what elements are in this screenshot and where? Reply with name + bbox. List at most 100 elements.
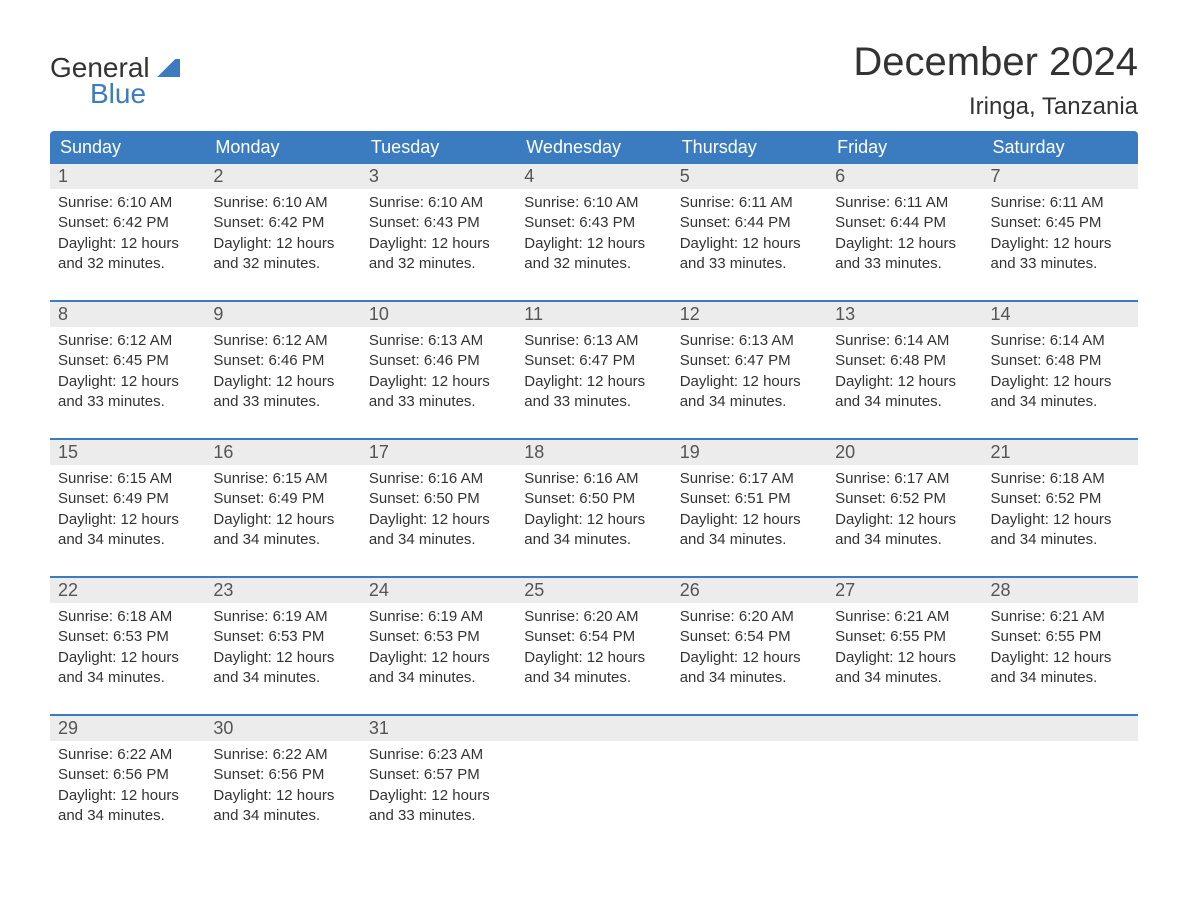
day-daylight2: and 34 minutes. xyxy=(369,530,508,550)
day-cell: 6Sunrise: 6:11 AMSunset: 6:44 PMDaylight… xyxy=(827,164,982,282)
week-row: 8Sunrise: 6:12 AMSunset: 6:45 PMDaylight… xyxy=(50,300,1138,420)
day-daylight1: Daylight: 12 hours xyxy=(991,372,1130,392)
day-daylight2: and 33 minutes. xyxy=(835,254,974,274)
day-daylight1: Daylight: 12 hours xyxy=(369,786,508,806)
day-cell: 24Sunrise: 6:19 AMSunset: 6:53 PMDayligh… xyxy=(361,578,516,696)
day-cell: 4Sunrise: 6:10 AMSunset: 6:43 PMDaylight… xyxy=(516,164,671,282)
day-daylight1: Daylight: 12 hours xyxy=(58,786,197,806)
empty-day-cell: ..... xyxy=(827,716,982,834)
day-sunrise: Sunrise: 6:17 AM xyxy=(835,469,974,489)
day-daylight1: Daylight: 12 hours xyxy=(58,648,197,668)
day-header-sunday: Sunday xyxy=(50,131,205,164)
day-header-friday: Friday xyxy=(827,131,982,164)
day-daylight2: and 34 minutes. xyxy=(58,530,197,550)
location-subtitle: Iringa, Tanzania xyxy=(853,93,1138,121)
day-daylight2: and 34 minutes. xyxy=(991,392,1130,412)
day-sunset: Sunset: 6:46 PM xyxy=(369,351,508,371)
day-detail: Sunrise: 6:18 AMSunset: 6:53 PMDaylight:… xyxy=(50,603,205,696)
day-sunrise: Sunrise: 6:11 AM xyxy=(991,193,1130,213)
day-number: 25 xyxy=(516,578,671,603)
day-detail: Sunrise: 6:16 AMSunset: 6:50 PMDaylight:… xyxy=(516,465,671,558)
day-cell: 2Sunrise: 6:10 AMSunset: 6:42 PMDaylight… xyxy=(205,164,360,282)
day-daylight2: and 34 minutes. xyxy=(213,806,352,826)
calendar: SundayMondayTuesdayWednesdayThursdayFrid… xyxy=(50,131,1138,834)
day-daylight2: and 33 minutes. xyxy=(991,254,1130,274)
day-sunrise: Sunrise: 6:20 AM xyxy=(680,607,819,627)
day-sunset: Sunset: 6:52 PM xyxy=(991,489,1130,509)
day-sunset: Sunset: 6:43 PM xyxy=(369,213,508,233)
day-daylight1: Daylight: 12 hours xyxy=(213,234,352,254)
day-number: 6 xyxy=(827,164,982,189)
day-detail: Sunrise: 6:11 AMSunset: 6:44 PMDaylight:… xyxy=(827,189,982,282)
day-daylight2: and 34 minutes. xyxy=(213,530,352,550)
day-daylight1: Daylight: 12 hours xyxy=(58,510,197,530)
day-cell: 1Sunrise: 6:10 AMSunset: 6:42 PMDaylight… xyxy=(50,164,205,282)
day-sunrise: Sunrise: 6:10 AM xyxy=(369,193,508,213)
week-row: 22Sunrise: 6:18 AMSunset: 6:53 PMDayligh… xyxy=(50,576,1138,696)
day-sunrise: Sunrise: 6:12 AM xyxy=(58,331,197,351)
day-number: 26 xyxy=(672,578,827,603)
day-detail: Sunrise: 6:14 AMSunset: 6:48 PMDaylight:… xyxy=(827,327,982,420)
day-cell: 7Sunrise: 6:11 AMSunset: 6:45 PMDaylight… xyxy=(983,164,1138,282)
day-sunrise: Sunrise: 6:20 AM xyxy=(524,607,663,627)
day-header-saturday: Saturday xyxy=(983,131,1138,164)
day-number: 29 xyxy=(50,716,205,741)
day-daylight1: Daylight: 12 hours xyxy=(524,234,663,254)
day-cell: 13Sunrise: 6:14 AMSunset: 6:48 PMDayligh… xyxy=(827,302,982,420)
day-daylight2: and 34 minutes. xyxy=(58,668,197,688)
day-daylight1: Daylight: 12 hours xyxy=(369,372,508,392)
day-daylight1: Daylight: 12 hours xyxy=(835,510,974,530)
day-detail: Sunrise: 6:16 AMSunset: 6:50 PMDaylight:… xyxy=(361,465,516,558)
day-number: 23 xyxy=(205,578,360,603)
day-cell: 5Sunrise: 6:11 AMSunset: 6:44 PMDaylight… xyxy=(672,164,827,282)
day-sunrise: Sunrise: 6:11 AM xyxy=(680,193,819,213)
day-detail: Sunrise: 6:11 AMSunset: 6:45 PMDaylight:… xyxy=(983,189,1138,282)
day-number: . xyxy=(672,716,827,741)
day-number: 14 xyxy=(983,302,1138,327)
day-sunset: Sunset: 6:50 PM xyxy=(369,489,508,509)
day-daylight2: and 33 minutes. xyxy=(213,392,352,412)
day-detail: Sunrise: 6:22 AMSunset: 6:56 PMDaylight:… xyxy=(205,741,360,834)
day-number: . xyxy=(983,716,1138,741)
day-daylight2: and 34 minutes. xyxy=(835,668,974,688)
day-sunset: Sunset: 6:57 PM xyxy=(369,765,508,785)
day-daylight2: and 34 minutes. xyxy=(835,530,974,550)
day-number: 4 xyxy=(516,164,671,189)
day-sunrise: Sunrise: 6:10 AM xyxy=(58,193,197,213)
day-sunset: Sunset: 6:56 PM xyxy=(58,765,197,785)
day-sunrise: Sunrise: 6:12 AM xyxy=(213,331,352,351)
day-number: 8 xyxy=(50,302,205,327)
day-daylight1: Daylight: 12 hours xyxy=(680,372,819,392)
day-detail: Sunrise: 6:17 AMSunset: 6:52 PMDaylight:… xyxy=(827,465,982,558)
day-daylight1: Daylight: 12 hours xyxy=(369,234,508,254)
day-sunset: Sunset: 6:53 PM xyxy=(369,627,508,647)
day-sunset: Sunset: 6:45 PM xyxy=(58,351,197,371)
day-sunrise: Sunrise: 6:22 AM xyxy=(213,745,352,765)
day-cell: 18Sunrise: 6:16 AMSunset: 6:50 PMDayligh… xyxy=(516,440,671,558)
day-detail: Sunrise: 6:15 AMSunset: 6:49 PMDaylight:… xyxy=(50,465,205,558)
day-number: 3 xyxy=(361,164,516,189)
day-cell: 17Sunrise: 6:16 AMSunset: 6:50 PMDayligh… xyxy=(361,440,516,558)
day-sunrise: Sunrise: 6:14 AM xyxy=(835,331,974,351)
day-cell: 20Sunrise: 6:17 AMSunset: 6:52 PMDayligh… xyxy=(827,440,982,558)
day-detail: Sunrise: 6:10 AMSunset: 6:43 PMDaylight:… xyxy=(516,189,671,282)
day-sunrise: Sunrise: 6:13 AM xyxy=(680,331,819,351)
day-daylight1: Daylight: 12 hours xyxy=(991,648,1130,668)
day-sunset: Sunset: 6:52 PM xyxy=(835,489,974,509)
day-number: 30 xyxy=(205,716,360,741)
day-daylight2: and 32 minutes. xyxy=(369,254,508,274)
day-sunrise: Sunrise: 6:13 AM xyxy=(369,331,508,351)
day-daylight2: and 34 minutes. xyxy=(213,668,352,688)
day-daylight1: Daylight: 12 hours xyxy=(991,234,1130,254)
day-number: 15 xyxy=(50,440,205,465)
day-sunrise: Sunrise: 6:16 AM xyxy=(524,469,663,489)
day-daylight1: Daylight: 12 hours xyxy=(58,234,197,254)
day-sunset: Sunset: 6:43 PM xyxy=(524,213,663,233)
day-number: 5 xyxy=(672,164,827,189)
day-sunset: Sunset: 6:56 PM xyxy=(213,765,352,785)
day-cell: 10Sunrise: 6:13 AMSunset: 6:46 PMDayligh… xyxy=(361,302,516,420)
day-detail: Sunrise: 6:20 AMSunset: 6:54 PMDaylight:… xyxy=(516,603,671,696)
day-daylight1: Daylight: 12 hours xyxy=(835,648,974,668)
day-number: 18 xyxy=(516,440,671,465)
day-cell: 21Sunrise: 6:18 AMSunset: 6:52 PMDayligh… xyxy=(983,440,1138,558)
